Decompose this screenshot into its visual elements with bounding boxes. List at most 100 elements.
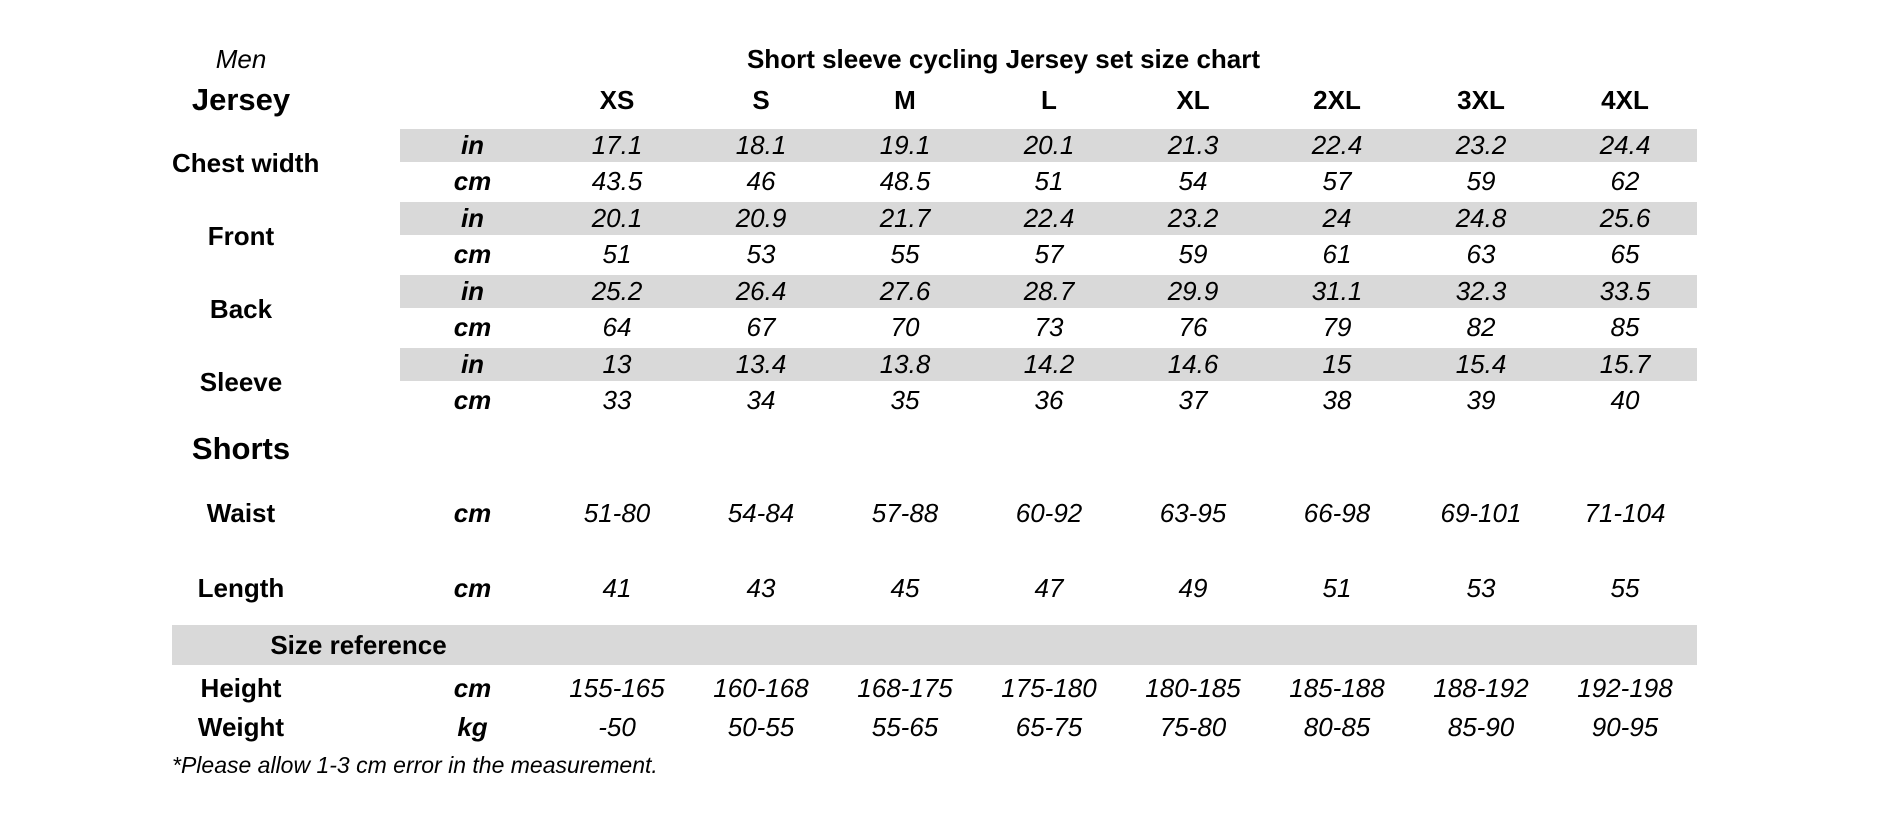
measurement-value: 85-90 [1447,711,1515,742]
sleeve-cm-row: cm 33 34 35 36 37 38 39 40 [400,383,1697,420]
measurement-value: 22.4 [1311,129,1363,160]
row-label: Length [197,572,285,603]
unit-label: cm [453,385,492,416]
size-column-header: 4XL [1601,84,1649,115]
measurement-value: 21.7 [879,202,931,233]
measurement-value: 24.8 [1455,202,1507,233]
size-column-header: 2XL [1313,84,1361,115]
measurement-value: 61 [1322,239,1352,270]
shorts-section-row: Shorts [172,419,1697,479]
measurement-value: 20.1 [591,202,643,233]
measurement-value: 62 [1610,166,1640,197]
shorts-section-label: Shorts [191,431,291,466]
measurement-value: 48.5 [879,166,931,197]
chart-title: Short sleeve cycling Jersey set size cha… [746,43,1261,74]
unit-label: cm [453,497,492,528]
measurement-value: 33.5 [1599,275,1651,306]
row-label: Back [209,294,273,324]
measurement-value: 185-188 [1289,672,1385,703]
row-label: Waist [206,497,276,528]
measurement-value: 25.2 [591,275,643,306]
measurement-value: 59 [1178,239,1208,270]
jersey-section-label: Jersey [191,82,291,117]
measurement-value: 24 [1322,202,1352,233]
measurement-value: 32.3 [1455,275,1507,306]
measurement-value: 51 [1034,166,1064,197]
measurement-value: 175-180 [1001,672,1097,703]
measurement-value: 90-95 [1591,711,1659,742]
title-row: Men Short sleeve cycling Jersey set size… [172,38,1697,80]
measurement-value: 13 [602,348,632,379]
measurement-value: 82 [1466,312,1496,343]
measurement-value: 65 [1610,239,1640,270]
measurement-row-waist: Waist cm 51-80 54-84 57-88 60-92 63-95 6… [172,493,1697,533]
measurement-value: 180-185 [1145,672,1241,703]
measurement-value: 51 [602,239,632,270]
measurement-value: 76 [1178,312,1208,343]
chest-width-in-row: in 17.1 18.1 19.1 20.1 21.3 22.4 23.2 24… [400,127,1697,164]
measurement-value: 54 [1178,166,1208,197]
unit-label: in [460,275,485,306]
measurement-value: 33 [602,385,632,416]
measurement-value: 65-75 [1015,711,1083,742]
back-in-row: in 25.2 26.4 27.6 28.7 29.9 31.1 32.3 33… [400,273,1697,310]
measurement-value: 20.1 [1023,129,1075,160]
measurement-value: 50-55 [727,711,795,742]
measurement-value: -50 [598,711,636,742]
size-header-row: Jersey XS S M L XL 2XL 3XL 4XL [172,80,1697,120]
measurement-value: 66-98 [1303,497,1371,528]
measurement-value: 24.4 [1599,129,1651,160]
measurement-row-front: Front in 20.1 20.9 21.7 22.4 23.2 24 24.… [172,200,1697,273]
measurement-row-sleeve: Sleeve in 13 13.4 13.8 14.2 14.6 15 15.4… [172,346,1697,419]
row-label: Chest width [172,148,320,178]
measurement-row-weight: Weight kg -50 50-55 55-65 65-75 75-80 80… [172,708,1697,746]
measurement-row-height: Height cm 155-165 160-168 168-175 175-18… [172,668,1697,708]
back-cm-row: cm 64 67 70 73 76 79 82 85 [400,310,1697,347]
measurement-value: 27.6 [879,275,931,306]
measurement-value: 188-192 [1433,672,1529,703]
unit-label: in [460,202,485,233]
unit-label: kg [457,711,488,742]
measurement-value: 55 [890,239,920,270]
size-reference-banner: Size reference [172,625,1697,665]
measurement-value: 29.9 [1167,275,1219,306]
chest-width-cm-row: cm 43.5 46 48.5 51 54 57 59 62 [400,164,1697,201]
measurement-value: 55-65 [871,711,939,742]
front-cm-row: cm 51 53 55 57 59 61 63 65 [400,237,1697,274]
size-reference-label: Size reference [270,629,447,660]
unit-label: in [460,348,485,379]
measurement-value: 39 [1466,385,1496,416]
unit-label: cm [453,239,492,270]
row-label: Weight [197,711,285,742]
measurement-value: 22.4 [1023,202,1075,233]
measurement-value: 13.4 [735,348,787,379]
unit-label: cm [453,572,492,603]
measurement-value: 23.2 [1455,129,1507,160]
measurement-value: 35 [890,385,920,416]
measurement-value: 15.7 [1599,348,1651,379]
measurement-value: 26.4 [735,275,787,306]
measurement-value: 38 [1322,385,1352,416]
measurement-value: 57 [1322,166,1352,197]
unit-label: cm [453,312,492,343]
measurement-value: 57 [1034,239,1064,270]
measurement-value: 64 [602,312,632,343]
row-label: Height [200,672,282,703]
measurement-value: 43.5 [591,166,643,197]
measurement-value: 85 [1610,312,1640,343]
measurement-value: 41 [602,572,632,603]
measurement-row-back: Back in 25.2 26.4 27.6 28.7 29.9 31.1 32… [172,273,1697,346]
measurement-value: 75-80 [1159,711,1227,742]
row-label: Front [207,221,275,251]
gender-label: Men [215,43,267,74]
measurement-value: 59 [1466,166,1496,197]
measurement-value: 192-198 [1577,672,1673,703]
measurement-value: 53 [746,239,776,270]
measurement-value: 13.8 [879,348,931,379]
measurement-value: 73 [1034,312,1064,343]
unit-label: in [460,129,485,160]
measurement-value: 45 [890,572,920,603]
measurement-value: 51-80 [583,497,651,528]
size-column-header: S [752,84,770,115]
measurement-value: 49 [1178,572,1208,603]
